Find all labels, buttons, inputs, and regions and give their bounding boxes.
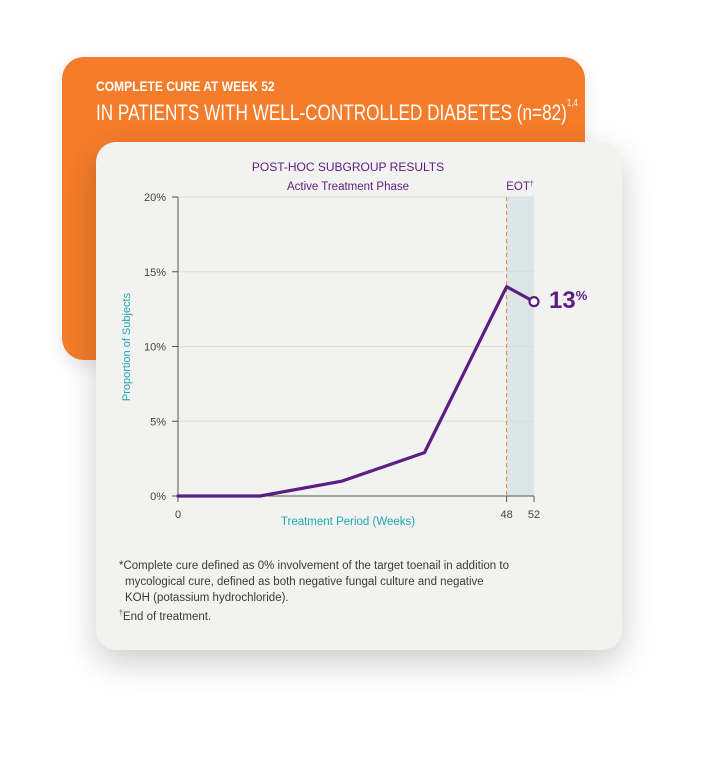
chart-title: POST-HOC SUBGROUP RESULTS <box>252 160 444 174</box>
footnote-dagger: † <box>119 610 123 617</box>
eot-label-text: EOT <box>506 181 530 193</box>
y-tick-label: 20% <box>144 192 166 204</box>
y-tick-label: 10% <box>144 342 166 354</box>
footnote-line-1: *Complete cure defined as 0% involvement… <box>119 560 509 572</box>
header-refs: 1,4 <box>566 98 578 109</box>
chart-card <box>96 142 622 650</box>
end-value-unit: % <box>576 288 588 303</box>
end-value-label: 13% <box>549 287 588 314</box>
footnote-line-3: KOH (potassium hydrochloride). <box>125 592 289 604</box>
x-axis-label: Treatment Period (Weeks) <box>281 516 415 528</box>
footnote-line-4: †End of treatment. <box>119 606 589 625</box>
eot-label: EOT† <box>506 181 534 193</box>
footnote-eot-text: End of treatment. <box>122 610 212 623</box>
footnotes: *Complete cure defined as 0% involvement… <box>119 558 589 625</box>
x-ticks: 0 48 52 <box>175 496 540 521</box>
x-tick-label: 48 <box>500 509 512 521</box>
y-tick-label: 0% <box>150 491 166 503</box>
gridlines <box>178 196 534 422</box>
chart-subtitle: Active Treatment Phase <box>287 181 409 193</box>
header-title: COMPLETE CURE AT WEEK 52 <box>96 78 275 94</box>
x-tick-label: 52 <box>528 509 540 521</box>
y-tick-label: 15% <box>144 267 166 279</box>
y-tick-label: 5% <box>150 416 166 428</box>
series-line <box>176 285 536 498</box>
y-ticks: 0% 5% 10% 15% 20% <box>144 192 178 503</box>
y-axis-label: Proportion of Subjects <box>121 292 133 401</box>
end-value-number: 13 <box>549 287 576 314</box>
header-subtitle-text: IN PATIENTS WITH WELL-CONTROLLED DIABETE… <box>96 100 567 125</box>
x-tick-label: 0 <box>175 509 181 521</box>
header-subtitle: IN PATIENTS WITH WELL-CONTROLLED DIABETE… <box>96 98 578 126</box>
eot-label-mark: † <box>530 181 534 188</box>
end-point-marker <box>528 296 540 308</box>
footnote-line-2: mycological cure, defined as both negati… <box>125 576 484 588</box>
